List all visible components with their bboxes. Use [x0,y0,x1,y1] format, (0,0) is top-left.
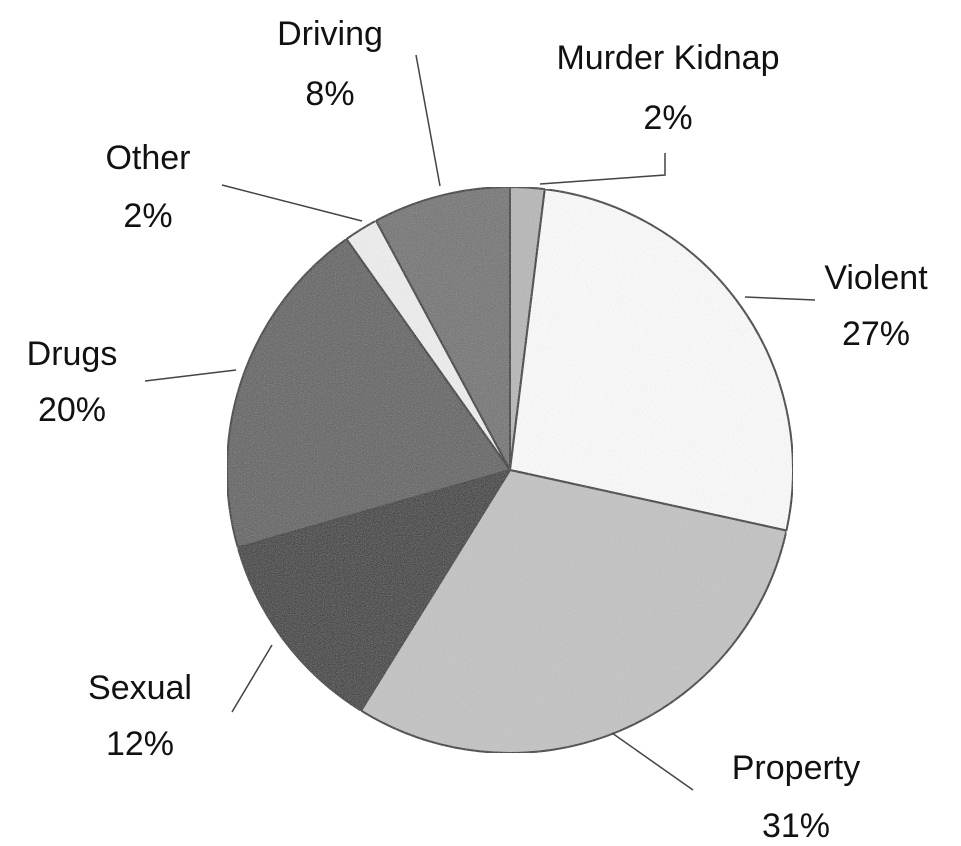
pie-slice [374,185,511,471]
category-label: Sexual [88,669,192,707]
value-label: 2% [643,99,692,137]
category-label: Drugs [27,335,118,373]
pie [226,185,794,754]
leader-line [611,732,694,791]
leader-line [539,153,666,185]
value-label: 8% [305,75,354,113]
pie-slice [359,468,788,754]
category-label: Violent [824,259,928,297]
pie-slice [508,188,794,532]
value-label: 2% [123,197,172,235]
pie-slice [226,237,512,549]
leader-line [231,644,273,713]
category-label: Other [105,139,190,177]
pie-slice [236,468,513,712]
leader-line [221,184,363,222]
leader-line [744,296,816,301]
leader-line [144,369,237,382]
category-label: Property [732,749,861,787]
value-label: 12% [106,725,174,763]
category-label: Murder Kidnap [556,39,779,77]
labels: Murder Kidnap 2% Violent 27% Property 31% Sexu… [27,15,929,845]
value-label: 20% [38,391,106,429]
category-label: Driving [277,15,383,53]
value-label: 27% [842,315,910,353]
value-label: 31% [762,807,830,845]
leader-line [415,54,441,187]
